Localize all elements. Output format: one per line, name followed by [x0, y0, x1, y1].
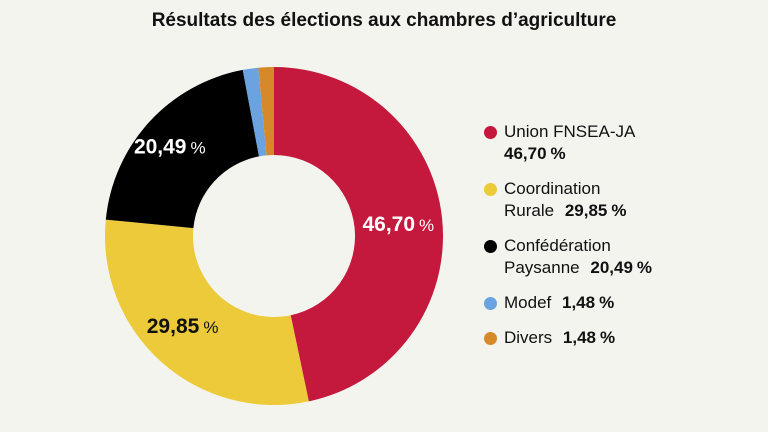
slice-data-label: 20,49% — [134, 136, 206, 159]
donut-slice-divers — [258, 67, 274, 156]
slice-data-label: 29,85% — [147, 315, 219, 338]
legend-label: Coordination — [504, 179, 601, 198]
legend-label: Confédération — [504, 236, 611, 255]
legend-unit: % — [599, 293, 615, 312]
legend-item-coordination-rurale: Coordination Rurale 29,85% — [484, 178, 652, 222]
legend-value: 1,48 — [562, 328, 596, 347]
donut-slice-union-fnsea-ja — [274, 67, 444, 402]
legend-label: Modef — [504, 293, 552, 312]
legend-label: Divers — [504, 328, 553, 347]
legend-label: Union FNSEA-JA — [504, 122, 636, 141]
legend-swatch — [484, 183, 497, 196]
legend-value: 29,85 — [564, 201, 608, 220]
legend-item-divers: Divers 1,48% — [484, 327, 652, 349]
donut-slice-modef — [242, 67, 267, 157]
legend-value: 46,70 — [504, 144, 547, 163]
legend-unit: % — [636, 258, 653, 277]
donut-slice-conf-d-ration-paysanne — [105, 69, 260, 229]
legend-unit: % — [550, 144, 566, 163]
legend-swatch — [484, 297, 497, 310]
legend-swatch — [484, 126, 497, 139]
slice-data-label: 46,70% — [362, 213, 434, 236]
legend-label-2: Paysanne — [504, 258, 580, 277]
legend-swatch — [484, 240, 497, 253]
legend-item-union-fnsea-ja: Union FNSEA-JA 46,70% — [484, 121, 652, 165]
donut-slice-coordination-rurale — [105, 219, 309, 405]
legend-item-confederation-paysanne: Confédération Paysanne 20,49% — [484, 235, 652, 279]
legend: Union FNSEA-JA 46,70% Coordination Rural… — [484, 121, 652, 362]
legend-value: 1,48 — [561, 293, 596, 312]
legend-item-modef: Modef 1,48% — [484, 292, 652, 314]
chart-title: Résultats des élections aux chambres d’a… — [151, 10, 617, 31]
legend-swatch — [484, 332, 497, 345]
legend-value: 20,49 — [590, 258, 633, 277]
legend-unit: % — [611, 201, 627, 220]
legend-unit: % — [600, 328, 616, 347]
legend-label-2: Rurale — [504, 201, 555, 220]
